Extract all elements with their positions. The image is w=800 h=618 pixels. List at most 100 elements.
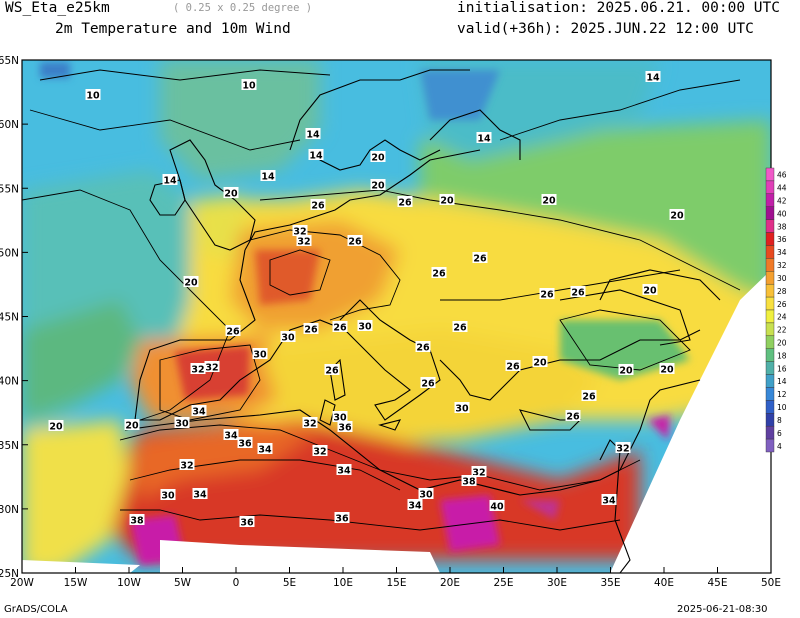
contour-label-bg [541,194,557,205]
contour-label-bg [280,331,296,342]
contour-label-bg [296,235,312,246]
colorbar-label: 30 [777,274,787,283]
contour-label: 34 [224,431,238,442]
hotspot-levant [648,415,670,440]
colorbar-label: 40 [777,209,787,218]
contour-label: 30 [161,491,175,502]
colorbar-swatch [765,438,775,453]
contour-label: 34 [193,490,207,501]
contour-label: 32 [313,447,326,458]
contour-label-bg [471,466,487,477]
contour-label: 30 [455,404,469,415]
colorbar-label: 36 [777,235,787,244]
contour-label-bg [645,71,661,82]
contour-label-bg [539,288,555,299]
contour-label: 38 [462,477,476,488]
contour-label-bg [239,516,255,527]
footer-right: 2025-06-21-08:30 [677,604,768,615]
model-name: WS_Eta_e25km [5,0,110,16]
valid-time: valid(+36h): 2025.JUN.22 12:00 UTC [457,21,754,37]
contour-label-bg [241,79,257,90]
contour-label: 32 [293,227,306,238]
contour-label: 36 [335,514,349,525]
field-title: 2m Temperature and 10m Wind [55,21,291,37]
lon-tick-label: 50E [761,577,781,589]
contour-label: 30 [281,333,295,344]
contour-label-bg [308,149,324,160]
colorbar-label: 26 [777,300,787,309]
lon-tick-label: 0 [233,577,240,589]
contour-label-bg [336,464,352,475]
contour-label: 20 [533,358,547,369]
colorbar-label: 34 [777,248,787,257]
colorbar-swatch [765,413,775,427]
contour-label: 30 [333,413,347,424]
contour-label-bg [303,323,319,334]
isotherms [22,69,741,531]
contour-label: 34 [258,445,272,456]
contour-label-bg [669,209,685,220]
contour-label-bg [162,174,178,185]
colorbar-label: 42 [777,197,787,206]
contour-label: 30 [358,322,372,333]
field-green-atlantic [22,300,140,420]
contour-label: 26 [398,198,412,209]
contour-label: 20 [660,365,674,376]
contour-label-bg [472,252,488,263]
contour-label-bg [252,348,268,359]
contour-label: 20 [371,153,385,164]
contour-label: 30 [175,419,189,430]
colorbar-swatch [765,387,775,401]
lat-tick-label: 60N [0,119,19,131]
contour-label: 34 [337,466,351,477]
colorbar-swatch [765,425,775,440]
contour-label-bg [505,360,521,371]
contour-label: 14 [309,151,323,162]
contour-label: 32 [303,419,316,430]
colorbar-label: 20 [777,339,787,348]
contour-label-bg [570,286,586,297]
contour-label: 26 [506,362,520,373]
lon-tick-label: 35E [601,577,621,589]
no-data-south [160,540,440,573]
contour-labels: 10 10 14 14 14 14 14 14 20 20 20 20 20 20 20 20 20 20 20 20… [48,71,685,529]
footer-left: GrADS/COLA [4,604,68,615]
contour-label-bg [183,276,199,287]
colorbar-swatch [765,322,775,337]
colorbar-label: 38 [777,222,787,231]
contour-label: 20 [49,422,63,433]
colorbar-label: 24 [777,313,787,322]
colorbar-label: 12 [777,390,787,399]
resolution-label: ( 0.25 x 0.25 degree ) [173,2,313,14]
contour-label: 10 [86,91,100,102]
lon-tick-label: 10E [333,577,353,589]
contour-label: 14 [306,130,320,141]
contour-label-bg [192,488,208,499]
contour-label-bg [310,199,326,210]
hotspot-france [255,250,320,305]
contour-label-bg [347,235,363,246]
colorbar-label: 4 [777,442,782,451]
contour-label: 26 [325,366,339,377]
contour-label-bg [415,341,431,352]
contour-label-bg [190,363,206,374]
hotspot-egypt [520,500,560,520]
contour-label-bg [659,363,675,374]
contour-label-bg [179,459,195,470]
colorbar-swatch [765,167,775,182]
contour-label-bg [223,429,239,440]
contour-label-bg [454,402,470,413]
lat-tick-label: 35N [0,440,19,452]
contour-label-bg [129,514,145,525]
contour-label-bg [191,405,207,416]
contour-label: 26 [304,325,318,336]
contour-label-bg [223,187,239,198]
colorbar-swatch [765,232,775,246]
contour-label: 32 [205,363,218,374]
contour-label: 26 [571,288,585,299]
contour-label: 20 [542,196,556,207]
colorbar-swatch [765,335,775,349]
contour-label-bg [642,284,658,295]
contour-label: 36 [240,518,254,529]
